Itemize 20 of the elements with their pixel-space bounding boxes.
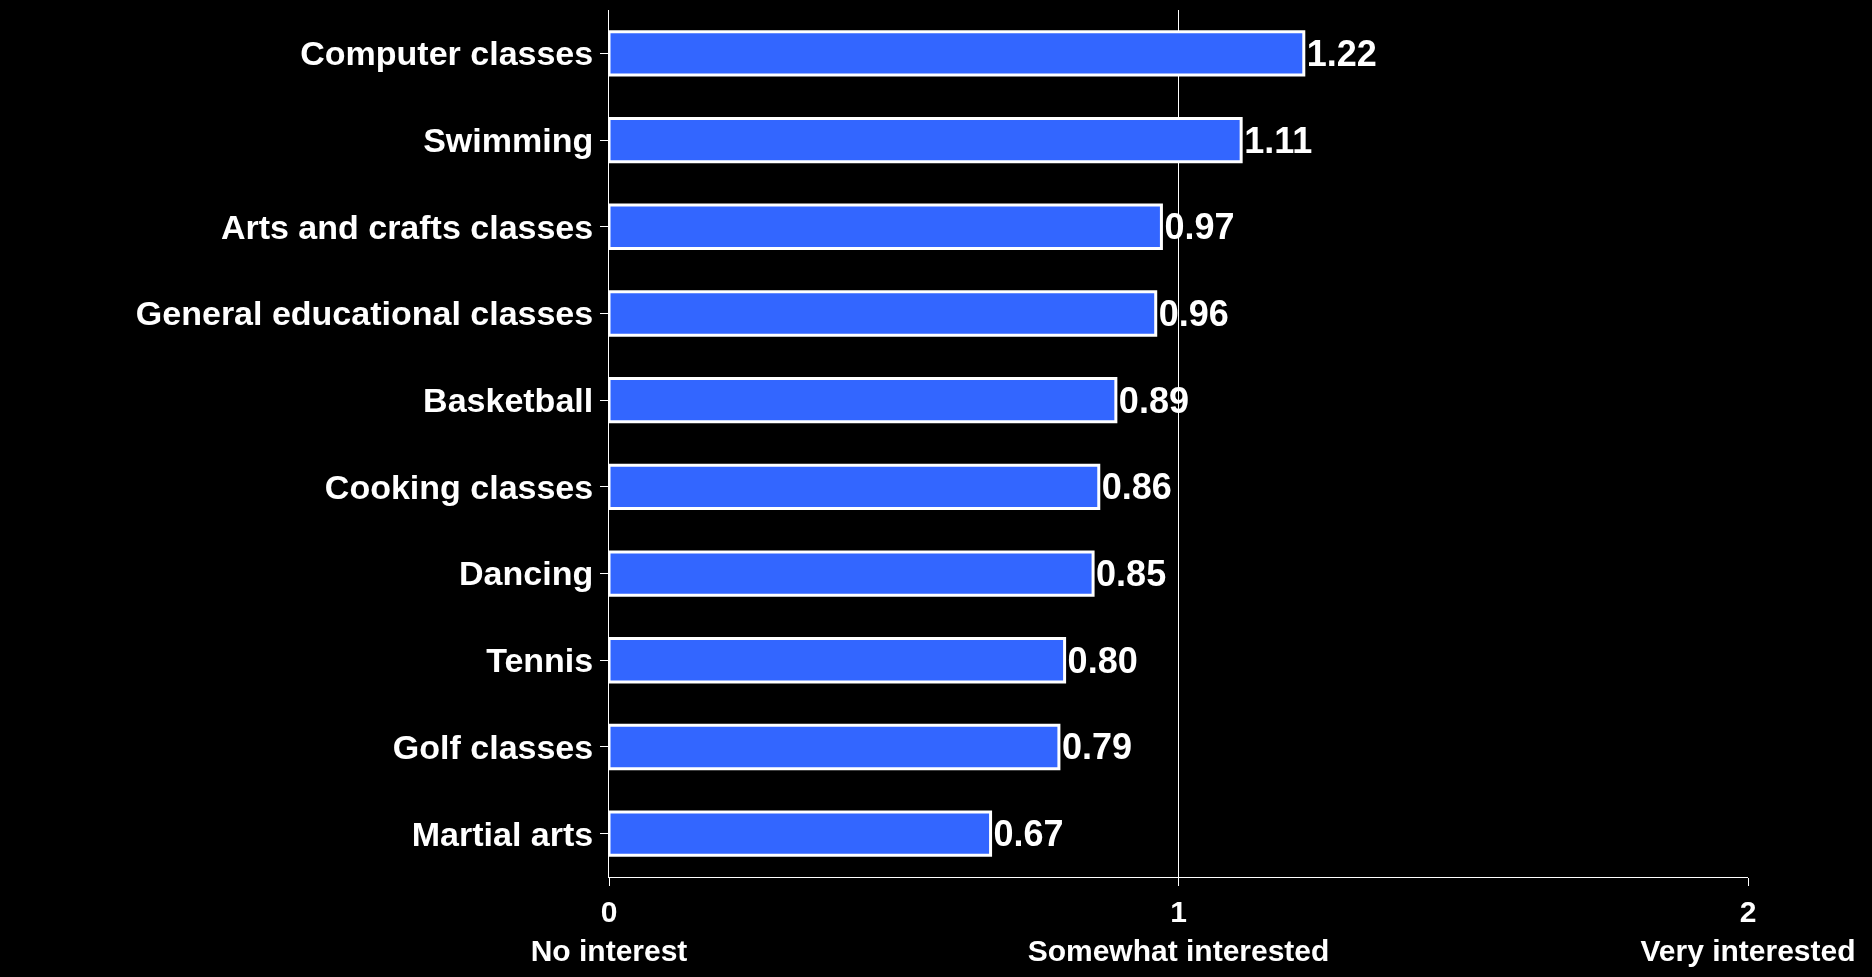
y-tick-label: Swimming [423,120,594,159]
data-label: 0.85 [1096,553,1167,595]
y-tick-label: Tennis [486,641,594,680]
data-label: 1.22 [1306,32,1377,74]
y-tick-label: General educational classes [135,294,594,333]
y-tick-label: Arts and crafts classes [220,207,594,246]
y-tick-label: Golf classes [392,727,594,766]
y-tick-label: Martial arts [411,814,594,853]
x-tick-label: 1 Somewhat interested [1027,895,1330,967]
data-label: 0.80 [1067,639,1138,681]
data-label: 0.79 [1061,726,1132,768]
y-tick-label: Dancing [459,554,594,593]
x-tick-label: 2 Very interested [1640,895,1856,967]
data-label: 0.67 [993,813,1064,855]
y-tick-label: Cooking classes [324,467,594,506]
y-tick-label: Basketball [423,381,594,420]
data-label: 1.11 [1244,119,1313,161]
data-label: 0.86 [1101,466,1172,508]
y-tick-label: Computer classes [300,34,594,73]
x-tick-label: 0 No interest [530,895,688,967]
